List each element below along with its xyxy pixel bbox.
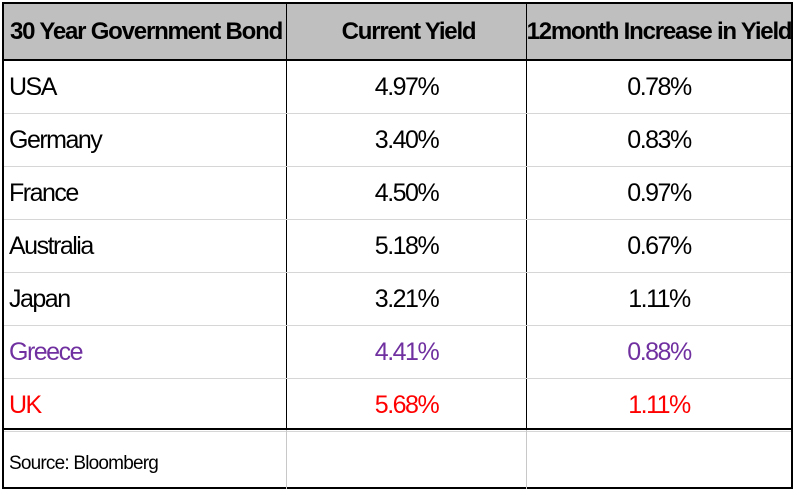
source-empty-cell	[286, 430, 526, 489]
source-row: Source: Bloomberg	[4, 428, 791, 489]
table-row: Germany 3.40% 0.83%	[4, 114, 791, 167]
country-cell: Australia	[9, 231, 94, 260]
current-yield-cell: 4.41%	[286, 326, 526, 378]
header-current-yield: Current Yield	[286, 4, 526, 59]
table-row: UK 5.68% 1.11%	[4, 379, 791, 432]
header-increase: 12month Increase in Yield	[526, 4, 791, 59]
current-yield-cell: 4.50%	[286, 167, 526, 219]
country-cell: Japan	[9, 284, 71, 313]
table-row: Japan 3.21% 1.11%	[4, 273, 791, 326]
table-row: Australia 5.18% 0.67%	[4, 220, 791, 273]
increase-cell: 0.67%	[526, 220, 791, 272]
increase-cell: 1.11%	[526, 379, 791, 431]
current-yield-cell: 3.40%	[286, 114, 526, 166]
increase-cell: 0.78%	[526, 61, 791, 113]
current-yield-cell: 3.21%	[286, 273, 526, 325]
header-bond: 30 Year Government Bond	[10, 17, 283, 45]
increase-cell: 1.11%	[526, 273, 791, 325]
table-row: Greece 4.41% 0.88%	[4, 326, 791, 379]
country-cell: USA	[9, 72, 57, 101]
country-cell: Greece	[9, 337, 83, 366]
current-yield-cell: 4.97%	[286, 61, 526, 113]
increase-cell: 0.88%	[526, 326, 791, 378]
table-header-row: 30 Year Government Bond Current Yield 12…	[4, 4, 791, 61]
source-note: Source: Bloomberg	[9, 452, 159, 474]
increase-cell: 0.83%	[526, 114, 791, 166]
country-cell: UK	[9, 390, 42, 419]
table-row: USA 4.97% 0.78%	[4, 61, 791, 114]
source-empty-cell	[526, 430, 791, 489]
country-cell: France	[9, 178, 79, 207]
country-cell: Germany	[9, 125, 103, 154]
increase-cell: 0.97%	[526, 167, 791, 219]
current-yield-cell: 5.68%	[286, 379, 526, 431]
current-yield-cell: 5.18%	[286, 220, 526, 272]
table-row: France 4.50% 0.97%	[4, 167, 791, 220]
